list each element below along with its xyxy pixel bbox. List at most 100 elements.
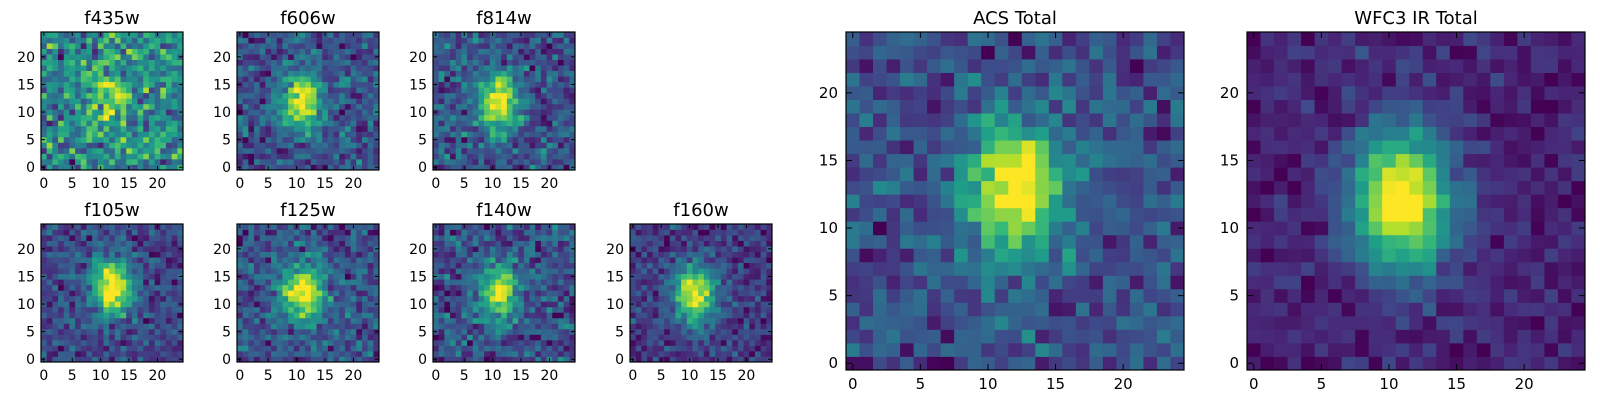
pixel-cell <box>80 136 87 143</box>
pixel-cell <box>356 273 363 280</box>
pixel-cell <box>305 257 312 264</box>
pixel-cell <box>63 103 70 110</box>
pixel-cell <box>518 70 525 77</box>
pixel-cell <box>171 345 178 352</box>
pixel-cell <box>737 262 744 269</box>
pixel-cell <box>361 251 369 258</box>
pixel-cell <box>523 306 530 313</box>
pixel-cell <box>52 251 59 258</box>
pixel-cell <box>248 65 255 72</box>
pixel-cell <box>455 43 462 49</box>
pixel-cell <box>361 43 369 49</box>
pixel-cell <box>126 246 133 252</box>
pixel-cell <box>1129 221 1144 236</box>
pixel-cell <box>103 273 110 280</box>
pixel-cell <box>450 114 457 121</box>
pixel-cell <box>523 98 530 105</box>
pixel-cell <box>1143 275 1158 290</box>
pixel-cell <box>143 136 150 143</box>
pixel-cell <box>69 81 76 88</box>
pixel-cell <box>361 59 369 66</box>
pixel-cell <box>535 114 542 121</box>
pixel-cell <box>259 323 266 330</box>
pixel-cell <box>103 158 110 165</box>
pixel-cell <box>669 312 676 319</box>
pixel-cell <box>913 207 928 222</box>
pixel-cell <box>373 235 380 241</box>
pixel-cell <box>299 87 306 94</box>
pixel-cell <box>148 147 155 154</box>
pixel-cell <box>489 92 496 99</box>
pixel-cell <box>737 328 744 335</box>
pixel-cell <box>171 59 178 66</box>
pixel-cell <box>743 229 750 236</box>
pixel-cell <box>1021 207 1036 222</box>
pixel-cell <box>316 120 323 127</box>
pixel-cell <box>75 32 82 38</box>
pixel-cell <box>109 120 116 127</box>
pixel-cell <box>137 59 144 66</box>
pixel-cell <box>630 312 637 319</box>
pixel-cell <box>177 43 184 49</box>
pixel-cell <box>658 290 665 297</box>
pixel-cell <box>692 279 699 286</box>
pixel-cell <box>455 301 462 308</box>
pixel-cell <box>495 328 502 335</box>
pixel-cell <box>254 76 261 83</box>
pixel-cell <box>1062 194 1077 209</box>
pixel-cell <box>63 268 70 275</box>
pixel-cell <box>664 279 671 286</box>
pixel-cell <box>563 131 570 138</box>
pixel-cell <box>177 153 184 160</box>
pixel-cell <box>1048 288 1063 303</box>
pixel-cell <box>86 235 93 241</box>
pixel-cell <box>148 251 155 258</box>
pixel-cell <box>859 329 874 344</box>
pixel-cell <box>444 284 451 291</box>
pixel-cell <box>557 136 565 143</box>
pixel-cell <box>563 240 570 247</box>
pixel-cell <box>356 65 363 72</box>
pixel-cell <box>293 328 300 335</box>
pixel-cell <box>563 109 570 116</box>
pixel-cell <box>506 229 513 236</box>
pixel-cell <box>305 153 312 160</box>
pixel-cell <box>563 76 570 83</box>
pixel-cell <box>154 70 161 77</box>
pixel-cell <box>529 43 536 49</box>
pixel-cell <box>433 334 440 341</box>
pixel-cell <box>1102 221 1117 236</box>
pixel-cell <box>86 246 93 252</box>
pixel-cell <box>467 350 474 357</box>
pixel-cell <box>120 43 127 49</box>
pixel-cell <box>265 350 272 357</box>
pixel-cell <box>495 164 502 171</box>
pixel-cell <box>698 273 705 280</box>
pixel-cell <box>433 120 440 127</box>
pixel-cell <box>506 356 513 363</box>
pixel-cell <box>137 273 144 280</box>
pixel-cell <box>540 240 547 247</box>
pixel-cell <box>766 268 773 275</box>
pixel-cell <box>552 147 559 154</box>
pixel-cell <box>743 323 750 330</box>
pixel-cell <box>652 224 659 230</box>
pixel-cell <box>69 70 76 77</box>
pixel-cell <box>478 268 485 275</box>
pixel-cell <box>143 268 150 275</box>
pixel-cell <box>367 109 374 116</box>
pixel-cell <box>131 334 138 341</box>
pixel-cell <box>131 87 138 94</box>
pixel-cell <box>1062 275 1077 290</box>
pixel-cell <box>472 43 479 49</box>
pixel-cell <box>46 131 53 138</box>
pixel-cell <box>52 323 59 330</box>
pixel-cell <box>557 131 565 138</box>
pixel-cell <box>438 98 445 105</box>
pixel-cell <box>248 125 255 132</box>
pixel-cell <box>873 275 887 290</box>
pixel-cell <box>495 48 502 55</box>
pixel-cell <box>1089 302 1104 317</box>
pixel-cell <box>846 167 860 182</box>
pixel-cell <box>143 334 150 341</box>
